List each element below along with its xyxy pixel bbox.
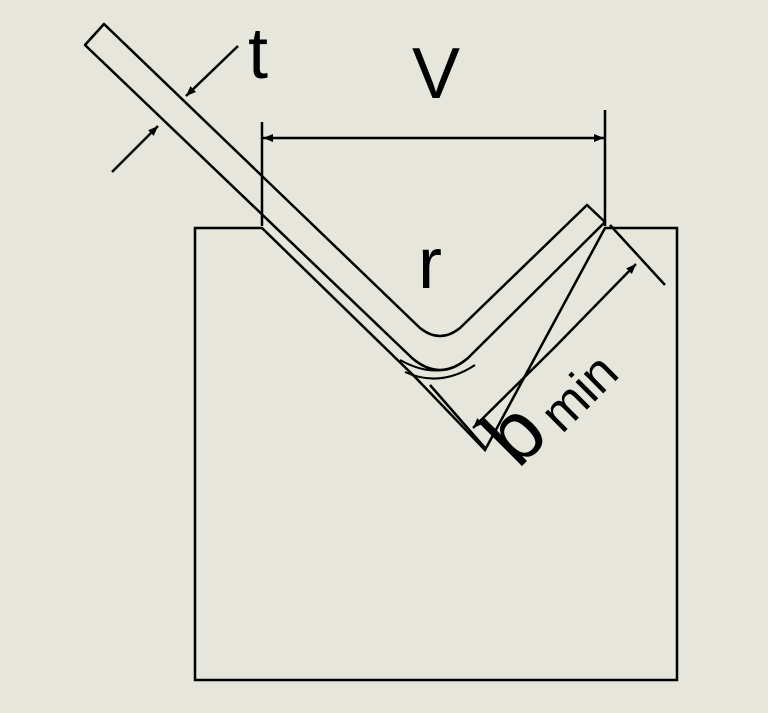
- thickness-dimension: [111, 45, 239, 173]
- thickness-arrow-top: [185, 45, 239, 97]
- die-opening-dimension: [260, 110, 607, 226]
- die-opening-label: V: [412, 34, 460, 114]
- flange-extension-top: [609, 224, 666, 286]
- flange-extension-bottom: [429, 384, 486, 449]
- thickness-arrow-bottom: [111, 125, 159, 173]
- flange-arrow-top: [554, 263, 637, 348]
- flange-arrow-bottom: [472, 346, 556, 429]
- die-block: [193, 226, 679, 682]
- bend-radius-arc-2: [404, 364, 476, 380]
- flange-label: b min: [464, 343, 629, 483]
- thickness-label: t: [248, 14, 268, 94]
- radius-label: r: [418, 224, 442, 304]
- bend-radius-arc-1: [399, 357, 469, 372]
- flange-dimension: [429, 224, 666, 449]
- bent-sheet: [83, 22, 607, 372]
